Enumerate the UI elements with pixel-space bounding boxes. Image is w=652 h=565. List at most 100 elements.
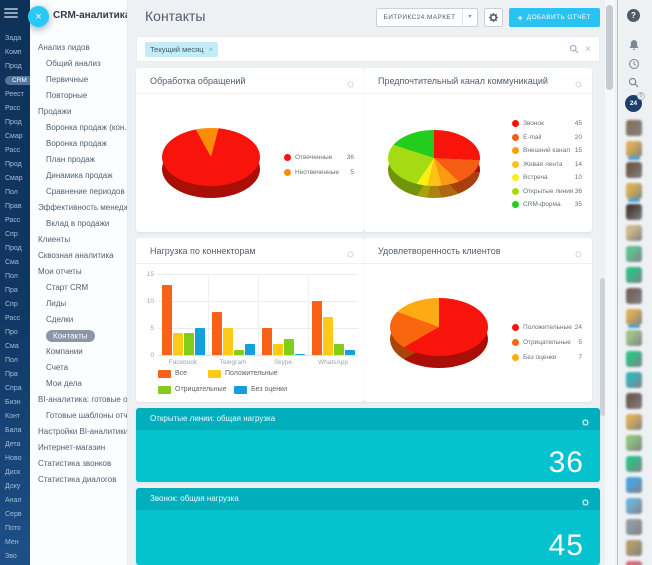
global-sidebar-item[interactable]: Пол — [5, 189, 18, 196]
card-gear-icon[interactable] — [574, 246, 583, 264]
card-gear-icon[interactable] — [574, 76, 583, 94]
global-sidebar-item[interactable]: Комп — [5, 49, 22, 56]
sidebar-menu-item[interactable]: Настройки BI-аналитики — [38, 427, 127, 436]
global-sidebar-item[interactable]: Сма — [5, 343, 19, 350]
sidebar-item-contacts-selected[interactable]: Контакты — [30, 328, 127, 344]
global-sidebar-item[interactable]: Смар — [5, 175, 23, 182]
secondary-scrollbar-thumb[interactable] — [600, 278, 605, 416]
search-icon[interactable] — [569, 44, 579, 54]
sidebar-menu-item[interactable]: Воронка продаж — [46, 139, 107, 148]
sidebar-menu-item[interactable]: Интернет-магазин — [38, 443, 106, 452]
user-avatar[interactable] — [625, 183, 642, 202]
metric-gear-icon[interactable] — [581, 414, 590, 432]
sidebar-menu-item[interactable]: Эффективность менедже... — [38, 203, 127, 212]
user-avatar[interactable] — [625, 330, 642, 346]
global-sidebar-item[interactable]: Расс — [5, 147, 21, 154]
sidebar-menu-item[interactable]: Статистика диалогов — [38, 475, 117, 484]
global-sidebar-item[interactable]: Пра — [5, 287, 18, 294]
global-sidebar-item[interactable]: Расс — [5, 105, 21, 112]
sidebar-menu-item[interactable]: Готовые шаблоны отч... — [46, 411, 127, 420]
user-avatar[interactable] — [625, 477, 642, 493]
sidebar-menu-item[interactable]: Повторные — [46, 91, 88, 100]
sidebar-menu-item[interactable]: План продаж — [46, 155, 96, 164]
sidebar-menu-item[interactable]: Статистика звонков — [38, 459, 112, 468]
user-avatar[interactable] — [625, 120, 642, 136]
user-avatar[interactable] — [625, 204, 642, 220]
global-sidebar-item[interactable]: Прод — [5, 161, 22, 168]
card-gear-icon[interactable] — [346, 76, 355, 94]
global-sidebar-item[interactable]: Прав — [5, 203, 22, 210]
user-avatar[interactable] — [625, 519, 642, 535]
global-sidebar-item[interactable]: Конт — [5, 413, 21, 420]
global-sidebar-item[interactable]: Реест — [5, 91, 24, 98]
global-sidebar-item[interactable]: Зада — [5, 35, 22, 42]
global-sidebar-item[interactable]: Прод — [5, 63, 22, 70]
sidebar-menu-item[interactable]: Анализ лидов — [38, 43, 90, 52]
sidebar-menu-item[interactable]: Вклад в продажи — [46, 219, 110, 228]
user-avatar[interactable] — [625, 162, 642, 178]
user-avatar[interactable] — [625, 540, 642, 556]
user-avatar[interactable] — [625, 141, 642, 160]
global-sidebar-item[interactable]: Ново — [5, 455, 22, 462]
bitrix24-logo[interactable]: 24 0 — [625, 92, 645, 112]
card-gear-icon[interactable] — [346, 246, 355, 264]
sidebar-menu-item[interactable]: Динамика продаж — [46, 171, 113, 180]
global-sidebar-item[interactable]: Про — [5, 329, 18, 336]
global-sidebar-item[interactable]: Анал — [5, 497, 22, 504]
sidebar-menu-item[interactable]: Воронка продаж (кон... — [46, 123, 127, 132]
help-icon[interactable]: ? — [627, 9, 640, 22]
sidebar-menu-item[interactable]: Сквозная аналитика — [38, 251, 114, 260]
user-avatar[interactable] — [625, 561, 642, 565]
global-sidebar-item[interactable]: Смар — [5, 133, 23, 140]
user-avatar[interactable] — [625, 288, 642, 304]
history-clock-icon[interactable] — [628, 58, 640, 70]
global-sidebar-item[interactable]: Прод — [5, 119, 22, 126]
global-sidebar-item[interactable]: Спра — [5, 385, 22, 392]
chip-remove-icon[interactable]: × — [208, 44, 214, 54]
hamburger-menu-icon[interactable] — [4, 8, 19, 20]
global-sidebar-item[interactable]: Спр — [5, 301, 18, 308]
global-sidebar-item[interactable]: Пол — [5, 273, 18, 280]
add-report-button[interactable]: + ДОБАВИТЬ ОТЧЁТ — [508, 8, 600, 27]
settings-gear-button[interactable] — [483, 8, 503, 27]
filter-chip[interactable]: Текущий месяц × — [145, 41, 219, 57]
main-scrollbar-thumb[interactable] — [606, 5, 613, 90]
sidebar-menu-item[interactable]: Клиенты — [38, 235, 71, 244]
rail-search-icon[interactable] — [628, 77, 639, 88]
metric-gear-icon[interactable] — [581, 494, 590, 512]
sidebar-menu-item[interactable]: Первичные — [46, 75, 89, 84]
sidebar-menu-item[interactable]: Продажи — [38, 107, 72, 116]
sidebar-menu-item[interactable]: BI-аналитика: готовые от... — [38, 395, 127, 404]
sidebar-menu-item[interactable]: Сделки — [46, 315, 74, 324]
global-sidebar-item[interactable]: Расс — [5, 315, 21, 322]
user-avatar[interactable] — [625, 267, 642, 283]
global-sidebar-item[interactable]: Доку — [5, 483, 21, 490]
close-menu-button[interactable]: × — [28, 6, 49, 27]
sidebar-menu-item[interactable]: Компании — [46, 347, 83, 356]
chevron-down-icon[interactable]: ▾ — [462, 9, 476, 26]
sidebar-menu-item[interactable]: Счета — [46, 363, 69, 372]
sidebar-menu-item[interactable]: Мои отчеты — [38, 267, 82, 276]
global-sidebar-item[interactable]: CRM — [0, 74, 30, 88]
sidebar-menu-item[interactable]: Мои дела — [46, 379, 82, 388]
user-avatar[interactable] — [625, 309, 642, 328]
global-sidebar-item[interactable]: Зво — [5, 553, 17, 560]
global-sidebar-item[interactable]: Диск — [5, 469, 21, 476]
sidebar-menu-item[interactable]: Сравнение периодов — [46, 187, 125, 196]
global-sidebar-item[interactable]: Мен — [5, 539, 19, 546]
user-avatar[interactable] — [625, 435, 642, 451]
sidebar-menu-item[interactable]: Старт CRM — [46, 283, 89, 292]
global-sidebar-item[interactable]: Дета — [5, 441, 21, 448]
user-avatar[interactable] — [625, 372, 642, 388]
sidebar-menu-item[interactable]: Общий анализ — [46, 59, 101, 68]
clear-filter-icon[interactable]: × — [585, 43, 591, 55]
global-sidebar-item[interactable]: Расс — [5, 217, 21, 224]
user-avatar[interactable] — [625, 498, 642, 514]
user-avatar[interactable] — [625, 414, 642, 430]
global-sidebar-item[interactable]: Бизн — [5, 399, 21, 406]
user-avatar[interactable] — [625, 393, 642, 409]
user-avatar[interactable] — [625, 351, 642, 367]
global-sidebar-item[interactable]: Пол — [5, 357, 18, 364]
user-avatar[interactable] — [625, 246, 642, 262]
global-sidebar-item[interactable]: Пра — [5, 371, 18, 378]
